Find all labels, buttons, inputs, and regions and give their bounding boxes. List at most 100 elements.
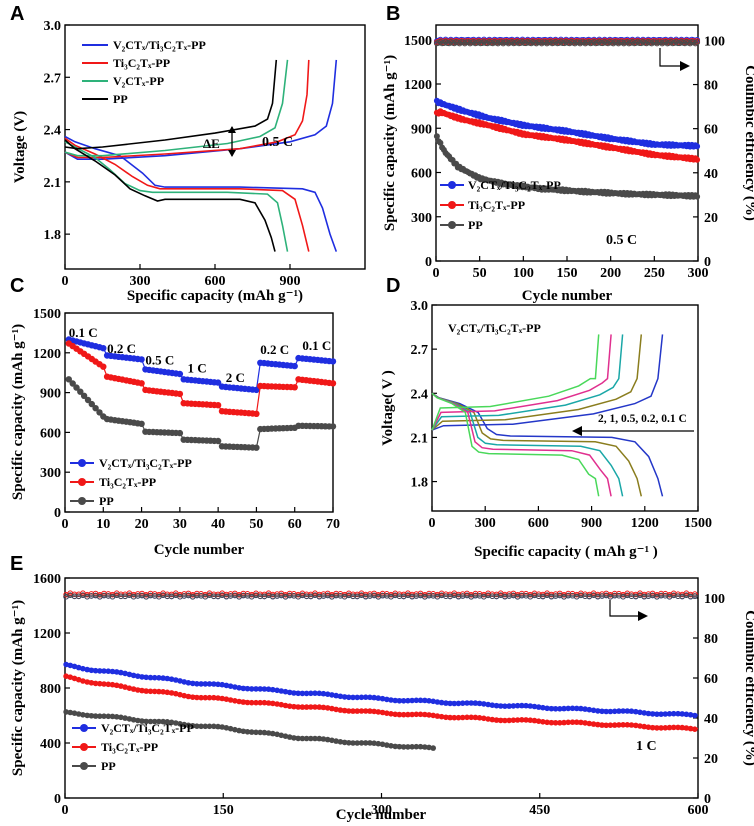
capacity-point [485, 701, 491, 708]
capacity-point [122, 670, 128, 677]
x-tick-label: 60 [288, 517, 302, 532]
capacity-point [135, 717, 141, 724]
capacity-point [573, 719, 580, 725]
y-tick-label: 800 [40, 682, 61, 697]
capacity-point [181, 692, 187, 699]
capacity-point [101, 713, 107, 719]
rate-curve-charge [431, 334, 664, 431]
capacity-point [177, 721, 183, 727]
panel-e-y2label: Coulmbic efficiency (%) [742, 610, 754, 766]
rate-label: 0.2 C [260, 342, 289, 357]
panel-b-axis-arrow [659, 48, 682, 67]
curve-discharge-pp [64, 139, 276, 252]
capacity-point [265, 700, 272, 706]
rate-point [329, 380, 337, 387]
delta-e-label: ΔE [203, 136, 220, 151]
capacity-point [143, 688, 149, 694]
capacity-point [527, 703, 534, 709]
capacity-point [194, 723, 200, 729]
rate-label: 0.5 C [145, 353, 174, 368]
capacity-point [295, 704, 302, 710]
capacity-point [248, 729, 255, 735]
panel-e-ylabel: Specific capacity (mAh g⁻¹) [10, 600, 26, 776]
capacity-point [257, 699, 264, 706]
capacity-point [437, 139, 444, 146]
capacity-point [329, 737, 335, 744]
capacity-point [151, 674, 158, 681]
capacity-point [367, 694, 373, 701]
capacity-point [286, 689, 293, 696]
capacity-point [493, 717, 500, 723]
capacity-point [649, 711, 656, 717]
legend-label: PP [99, 494, 114, 508]
capacity-point [595, 708, 601, 714]
x-tick-label: 900 [280, 274, 301, 289]
capacity-point [185, 722, 192, 729]
legend-label: Ti₃C₂Tₓ-PP [113, 56, 170, 70]
x-tick-label: 600 [688, 803, 709, 818]
capacity-point [694, 193, 701, 200]
rate-point [291, 362, 298, 370]
capacity-point [692, 726, 698, 732]
capacity-point [633, 708, 639, 715]
capacity-point [569, 705, 576, 712]
capacity-point [92, 713, 99, 719]
capacity-point [126, 671, 133, 678]
rate-label: 0.1 C [69, 325, 98, 340]
capacity-point [278, 688, 285, 694]
capacity-point [223, 696, 230, 702]
capacity-point [67, 662, 74, 669]
y-tick-label: 2.4 [411, 387, 429, 402]
capacity-point [198, 723, 204, 730]
capacity-point [295, 735, 302, 742]
capacity-point [168, 719, 175, 726]
capacity-point [333, 706, 339, 713]
x-tick-label: 0 [429, 516, 436, 531]
panel-b-legend: V₂CTₓ/Ti₃C₂Tₓ-PP Ti₃C₂Tₓ-PP PP [440, 178, 561, 232]
capacity-point [160, 718, 166, 725]
capacity-point [489, 702, 496, 708]
capacity-point [299, 690, 306, 697]
y-tick-label: 1500 [33, 307, 61, 322]
capacity-point [662, 725, 669, 731]
panel-d-title: V₂CTₓ/Ti₃C₂Tₓ-PP [448, 321, 541, 335]
capacity-point [464, 700, 470, 706]
capacity-point [519, 717, 525, 723]
panel-d-rate-arrow: 2, 1, 0.5, 0.2, 0.1 C [572, 413, 694, 436]
y2-tick-label: 80 [704, 79, 718, 94]
panel-c-frame [64, 312, 334, 513]
capacity-point [396, 711, 403, 718]
capacity-point [320, 690, 327, 697]
capacity-point [354, 694, 361, 701]
capacity-point [215, 681, 221, 688]
legend-marker [78, 478, 86, 486]
capacity-point [156, 688, 162, 695]
capacity-point [662, 711, 669, 717]
capacity-point [320, 736, 327, 742]
capacity-point [122, 715, 128, 721]
capacity-point [215, 695, 221, 701]
capacity-point [400, 744, 407, 750]
capacity-point [189, 723, 196, 729]
capacity-point [118, 714, 124, 721]
y-tick-label: 1200 [33, 627, 61, 642]
capacity-point [616, 708, 622, 714]
capacity-point [130, 717, 137, 723]
panel-b-axis-arrowhead [680, 61, 690, 71]
capacity-point [599, 708, 605, 715]
capacity-point [666, 724, 673, 731]
capacity-point [396, 743, 403, 750]
y2-tick-label: 80 [704, 632, 718, 647]
rate-curve-charge [431, 334, 600, 431]
y2-tick-label: 100 [704, 34, 725, 49]
capacity-point [139, 687, 145, 694]
x-tick-label: 70 [326, 517, 340, 532]
x-tick-label: 300 [371, 803, 392, 818]
capacity-point [122, 684, 128, 690]
capacity-point [316, 690, 323, 697]
capacity-point [358, 708, 365, 714]
y-tick-label: 900 [411, 122, 432, 137]
rate-point [291, 384, 298, 391]
capacity-point [130, 672, 137, 679]
capacity-point [185, 693, 192, 700]
